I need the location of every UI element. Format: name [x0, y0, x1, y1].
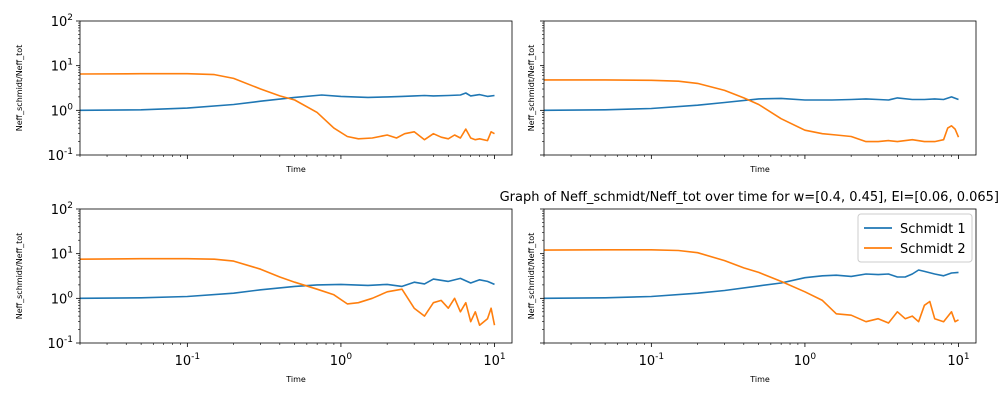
panel-bottom-right: 10-1 100 101 Time Neff_schmidt/Neff_tot	[527, 208, 977, 384]
x-tick-label: 100	[794, 352, 817, 369]
panel-top-left: 10-1 100 101 102 Time Neff_schmidt/Neff_tot	[15, 13, 513, 174]
legend-box	[857, 213, 973, 263]
y-axis-label: Neff_schmidt/Neff_tot	[15, 45, 24, 132]
series-line-2	[80, 72, 495, 142]
series-line-1	[80, 92, 495, 112]
axes-frame	[543, 20, 977, 156]
x-tick-label: 10-1	[175, 352, 201, 369]
y-tick-label: 102	[51, 201, 73, 218]
x-axis-label: Time	[285, 375, 306, 384]
y-tick-label: 101	[51, 246, 73, 263]
series-line-1	[544, 96, 959, 112]
x-tick-label: 101	[947, 352, 969, 369]
series-line-2	[544, 249, 959, 324]
legend-label-1: Schmidt 1	[900, 222, 966, 237]
y-axis-label: Neff_schmidt/Neff_tot	[527, 233, 536, 320]
figure-title: Graph of Neff_schmidt/Neff_tot over time…	[500, 190, 999, 205]
axes-frame	[543, 208, 977, 344]
y-tick-label: 100	[51, 102, 74, 119]
panel-bottom-left: 10-1 100 101 102 10-1 100 101 Time Neff_schmidt/…	[15, 201, 513, 384]
series-line-1	[80, 277, 495, 300]
y-axis-label: Neff_schmidt/Neff_tot	[527, 45, 536, 132]
series-line-2	[80, 257, 496, 327]
series-line-1	[544, 269, 959, 300]
y-axis-label: Neff_schmidt/Neff_tot	[15, 233, 24, 320]
axes-frame	[79, 208, 513, 344]
y-tick-label: 101	[51, 58, 73, 75]
y-tick-label: 100	[51, 290, 74, 307]
panel-top-right: Time Neff_schmidt/Neff_tot	[527, 20, 977, 174]
legend: Schmidt 1 Schmidt 2	[857, 213, 973, 263]
x-tick-label: 100	[330, 352, 353, 369]
x-tick-label: 101	[483, 352, 505, 369]
y-tick-label: 10-1	[47, 147, 73, 164]
x-axis-label: Time	[285, 165, 306, 174]
x-tick-label: 10-1	[639, 352, 665, 369]
x-axis-label: Time	[749, 165, 770, 174]
y-tick-label: 102	[51, 13, 73, 30]
x-axis-label: Time	[749, 375, 770, 384]
axes-frame	[79, 20, 513, 156]
series-line-2	[544, 79, 960, 143]
y-tick-label: 10-1	[47, 335, 73, 352]
legend-label-2: Schmidt 2	[900, 242, 966, 257]
